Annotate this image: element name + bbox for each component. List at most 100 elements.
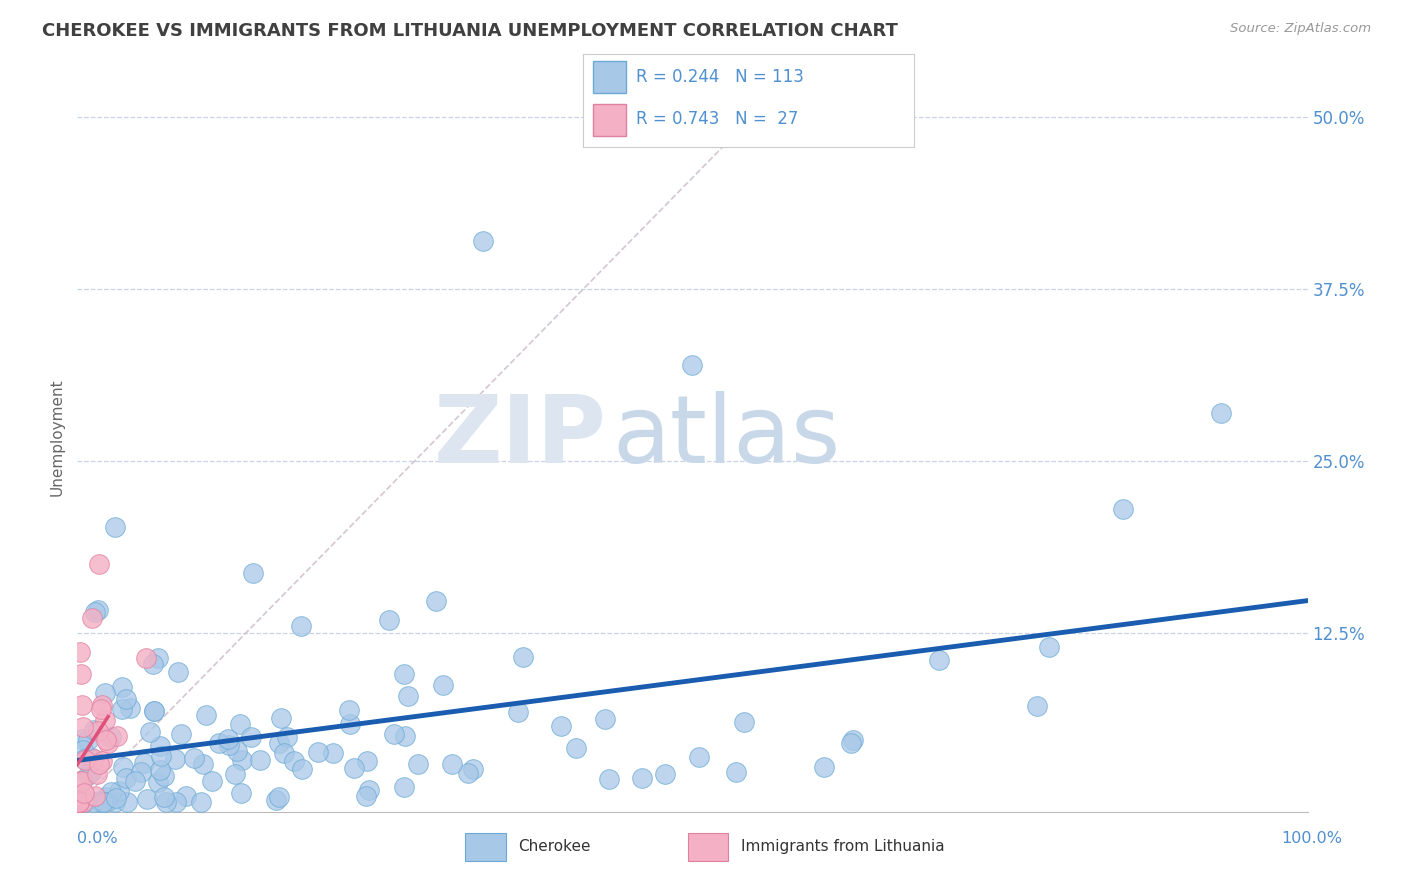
Point: [273, 746, 295, 760]
Point: [90, 702, 112, 716]
Bar: [593, 104, 627, 136]
Point: [425, 594, 447, 608]
Point: [104, 795, 127, 809]
Text: R = 0.743   N =  27: R = 0.743 N = 27: [637, 110, 799, 128]
Point: [928, 653, 950, 667]
Point: [283, 755, 305, 769]
Point: [139, 725, 162, 739]
Text: atlas: atlas: [613, 391, 841, 483]
Point: [307, 745, 329, 759]
Point: [682, 358, 704, 372]
Point: [76, 768, 98, 782]
Point: [337, 703, 360, 717]
Point: [163, 752, 186, 766]
Point: [472, 234, 495, 248]
Point: [94, 795, 117, 809]
Point: [89, 558, 111, 572]
Point: [183, 751, 205, 765]
Point: [394, 729, 416, 743]
Point: [75, 753, 97, 767]
Point: [194, 708, 217, 723]
Point: [432, 678, 454, 692]
Point: [406, 757, 429, 772]
Point: [598, 772, 620, 786]
Point: [153, 769, 176, 783]
Point: [457, 765, 479, 780]
Point: [217, 731, 239, 746]
Point: [1112, 502, 1135, 516]
Point: [115, 771, 138, 785]
Point: [96, 732, 118, 747]
Point: [94, 790, 117, 805]
Point: [89, 756, 111, 771]
Point: [146, 774, 169, 789]
Point: [276, 730, 298, 744]
Point: [229, 786, 252, 800]
Point: [115, 795, 138, 809]
Point: [73, 786, 96, 800]
Point: [440, 757, 463, 772]
Point: [176, 789, 198, 803]
Point: [654, 767, 676, 781]
Point: [356, 755, 378, 769]
Point: [167, 665, 190, 679]
Point: [73, 752, 96, 766]
Point: [105, 729, 128, 743]
Point: [82, 751, 104, 765]
Point: [120, 701, 142, 715]
Point: [291, 762, 314, 776]
Text: 100.0%: 100.0%: [1282, 831, 1343, 847]
Point: [142, 704, 165, 718]
Point: [111, 702, 134, 716]
Point: [67, 773, 90, 788]
Point: [84, 789, 107, 804]
Point: [111, 680, 134, 694]
Point: [80, 611, 103, 625]
Point: [80, 764, 103, 779]
Point: [67, 795, 90, 809]
Point: [201, 773, 224, 788]
Point: [392, 780, 415, 794]
Point: [142, 657, 165, 671]
Point: [146, 651, 169, 665]
Point: [565, 741, 588, 756]
Point: [270, 711, 292, 725]
Point: [382, 727, 405, 741]
Point: [356, 789, 378, 803]
Point: [229, 717, 252, 731]
Y-axis label: Unemployment: Unemployment: [49, 378, 65, 496]
Text: Immigrants from Lithuania: Immigrants from Lithuania: [741, 839, 945, 855]
Point: [191, 756, 214, 771]
Point: [357, 783, 380, 797]
Point: [593, 712, 616, 726]
Point: [72, 720, 94, 734]
Point: [104, 519, 127, 533]
Point: [149, 749, 172, 764]
Point: [1211, 406, 1233, 420]
Point: [79, 761, 101, 775]
Point: [724, 765, 747, 780]
Text: Source: ZipAtlas.com: Source: ZipAtlas.com: [1230, 22, 1371, 36]
Point: [70, 731, 93, 746]
Point: [67, 795, 90, 809]
Point: [392, 667, 415, 681]
Point: [550, 719, 572, 733]
Point: [84, 605, 107, 619]
Point: [70, 773, 93, 788]
Point: [269, 736, 291, 750]
Text: ZIP: ZIP: [433, 391, 606, 483]
Point: [105, 791, 128, 805]
Point: [75, 795, 97, 809]
Point: [94, 713, 117, 727]
Point: [90, 755, 112, 769]
Point: [67, 795, 90, 809]
Point: [264, 793, 287, 807]
Point: [114, 692, 136, 706]
Point: [72, 743, 94, 757]
Point: [842, 732, 865, 747]
Point: [129, 765, 152, 780]
Point: [322, 746, 344, 760]
Point: [89, 795, 111, 809]
Point: [142, 704, 165, 718]
Point: [226, 744, 249, 758]
